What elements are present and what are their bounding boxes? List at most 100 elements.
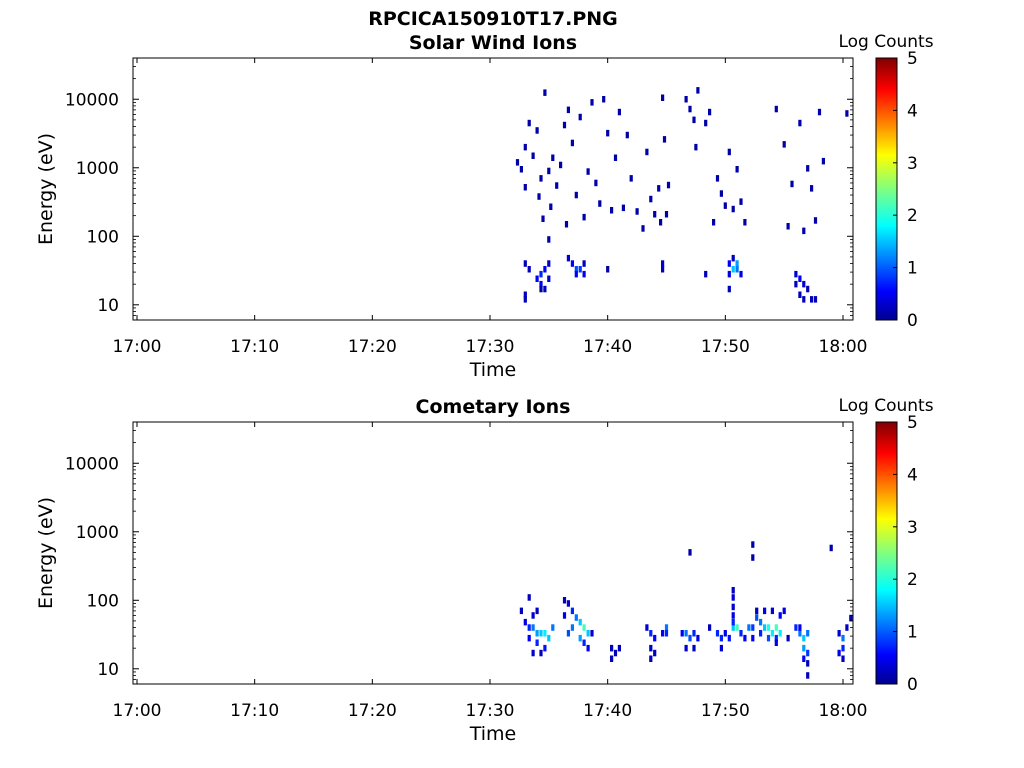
colorbar-ticks: 0 1 2 3 4 5: [893, 49, 918, 331]
data-cell: [821, 157, 825, 165]
data-cell: [649, 195, 653, 203]
data-cell: [794, 270, 798, 278]
data-cell: [543, 644, 547, 652]
data-cell: [664, 624, 669, 631]
data-cell: [664, 630, 669, 637]
data-cell: [786, 223, 790, 230]
data-cell: [539, 270, 543, 278]
data-cell: [653, 649, 657, 657]
data-cell: [715, 630, 720, 637]
data-cell: [590, 630, 594, 637]
data-cell: [747, 624, 751, 631]
colorbar-tick-label: 5: [907, 413, 918, 433]
data-cell: [841, 634, 845, 642]
y-tick-label: 10000: [65, 90, 119, 110]
data-cell: [547, 260, 551, 267]
data-cell: [688, 105, 692, 113]
data-cell: [704, 119, 708, 127]
data-cell: [774, 105, 778, 113]
figure-title: RPCICA150910T17.PNG: [368, 8, 618, 30]
data-cell: [602, 96, 606, 103]
x-tick-label: 17:30: [466, 701, 515, 721]
data-cell: [598, 200, 602, 207]
data-cell: [535, 630, 539, 637]
data-cell: [759, 630, 763, 637]
data-cell: [541, 215, 545, 222]
data-cell: [813, 217, 818, 224]
data-cell: [684, 644, 688, 652]
data-cell: [829, 544, 833, 552]
data-cell: [837, 649, 841, 657]
data-cell: [543, 285, 547, 293]
data-cell: [806, 649, 810, 657]
colorbar-ticks: 0 1 2 3 4 5: [893, 413, 918, 695]
data-cell: [523, 143, 527, 151]
data-cell: [735, 624, 739, 631]
x-tick-label: 18:00: [819, 337, 868, 357]
data-cell: [559, 161, 563, 169]
data-cell: [543, 266, 547, 273]
data-cell: [539, 649, 543, 657]
data-cell: [562, 612, 567, 619]
data-cell: [531, 649, 535, 657]
data-cell: [547, 236, 551, 243]
data-cell: [727, 270, 731, 278]
data-cell: [645, 624, 649, 631]
data-cell: [727, 285, 731, 293]
colorbar-tick-label: 1: [907, 259, 918, 279]
data-cell: [810, 185, 814, 192]
data-cell: [739, 630, 743, 637]
data-cell: [547, 275, 551, 282]
x-tick-label: 17:00: [113, 337, 162, 357]
data-cell: [574, 266, 578, 273]
data-cell: [649, 630, 653, 637]
data-cell: [719, 644, 723, 652]
data-cell: [661, 266, 665, 273]
data-cell: [817, 108, 822, 116]
x-tick-label: 17:40: [583, 337, 632, 357]
data-cell: [555, 182, 559, 189]
data-cell: [564, 221, 569, 228]
data-cell: [582, 624, 586, 631]
data-cell: [802, 280, 806, 288]
data-cell: [661, 630, 665, 637]
data-cell: [570, 607, 574, 615]
plot-frame: [132, 421, 854, 685]
data-cell: [543, 89, 547, 96]
data-cell: [664, 211, 669, 218]
x-tick-label: 17:00: [113, 701, 162, 721]
data-cell: [617, 644, 621, 652]
data-cell: [751, 541, 755, 548]
data-cell: [806, 630, 810, 637]
data-cell: [719, 634, 723, 642]
data-cell: [782, 607, 786, 615]
data-cell: [680, 630, 684, 637]
y-tick-label: 100: [87, 227, 119, 247]
data-cell: [570, 624, 574, 631]
data-cell: [727, 148, 731, 156]
data-cell: [763, 624, 767, 631]
data-cell: [523, 296, 527, 303]
x-tick-label: 17:20: [348, 701, 397, 721]
data-cell: [537, 193, 541, 200]
data-cell: [723, 202, 727, 209]
data-cell: [606, 129, 610, 137]
data-cell: [635, 208, 639, 215]
data-cell: [743, 634, 747, 642]
data-cell: [708, 108, 712, 116]
data-cell: [523, 184, 527, 191]
data-cell: [527, 594, 531, 601]
data-cell: [539, 175, 543, 182]
data-cell: [629, 175, 633, 182]
data-cell: [763, 607, 767, 615]
x-tick-label: 17:40: [583, 701, 632, 721]
plot-frame: [132, 57, 854, 321]
data-cell: [562, 597, 567, 604]
data-cell: [692, 116, 696, 124]
data-cell: [759, 618, 763, 626]
panel-title: Cometary Ions: [416, 396, 571, 418]
data-cell: [849, 614, 853, 622]
data-cell: [688, 634, 692, 642]
data-cells: [515, 87, 849, 303]
